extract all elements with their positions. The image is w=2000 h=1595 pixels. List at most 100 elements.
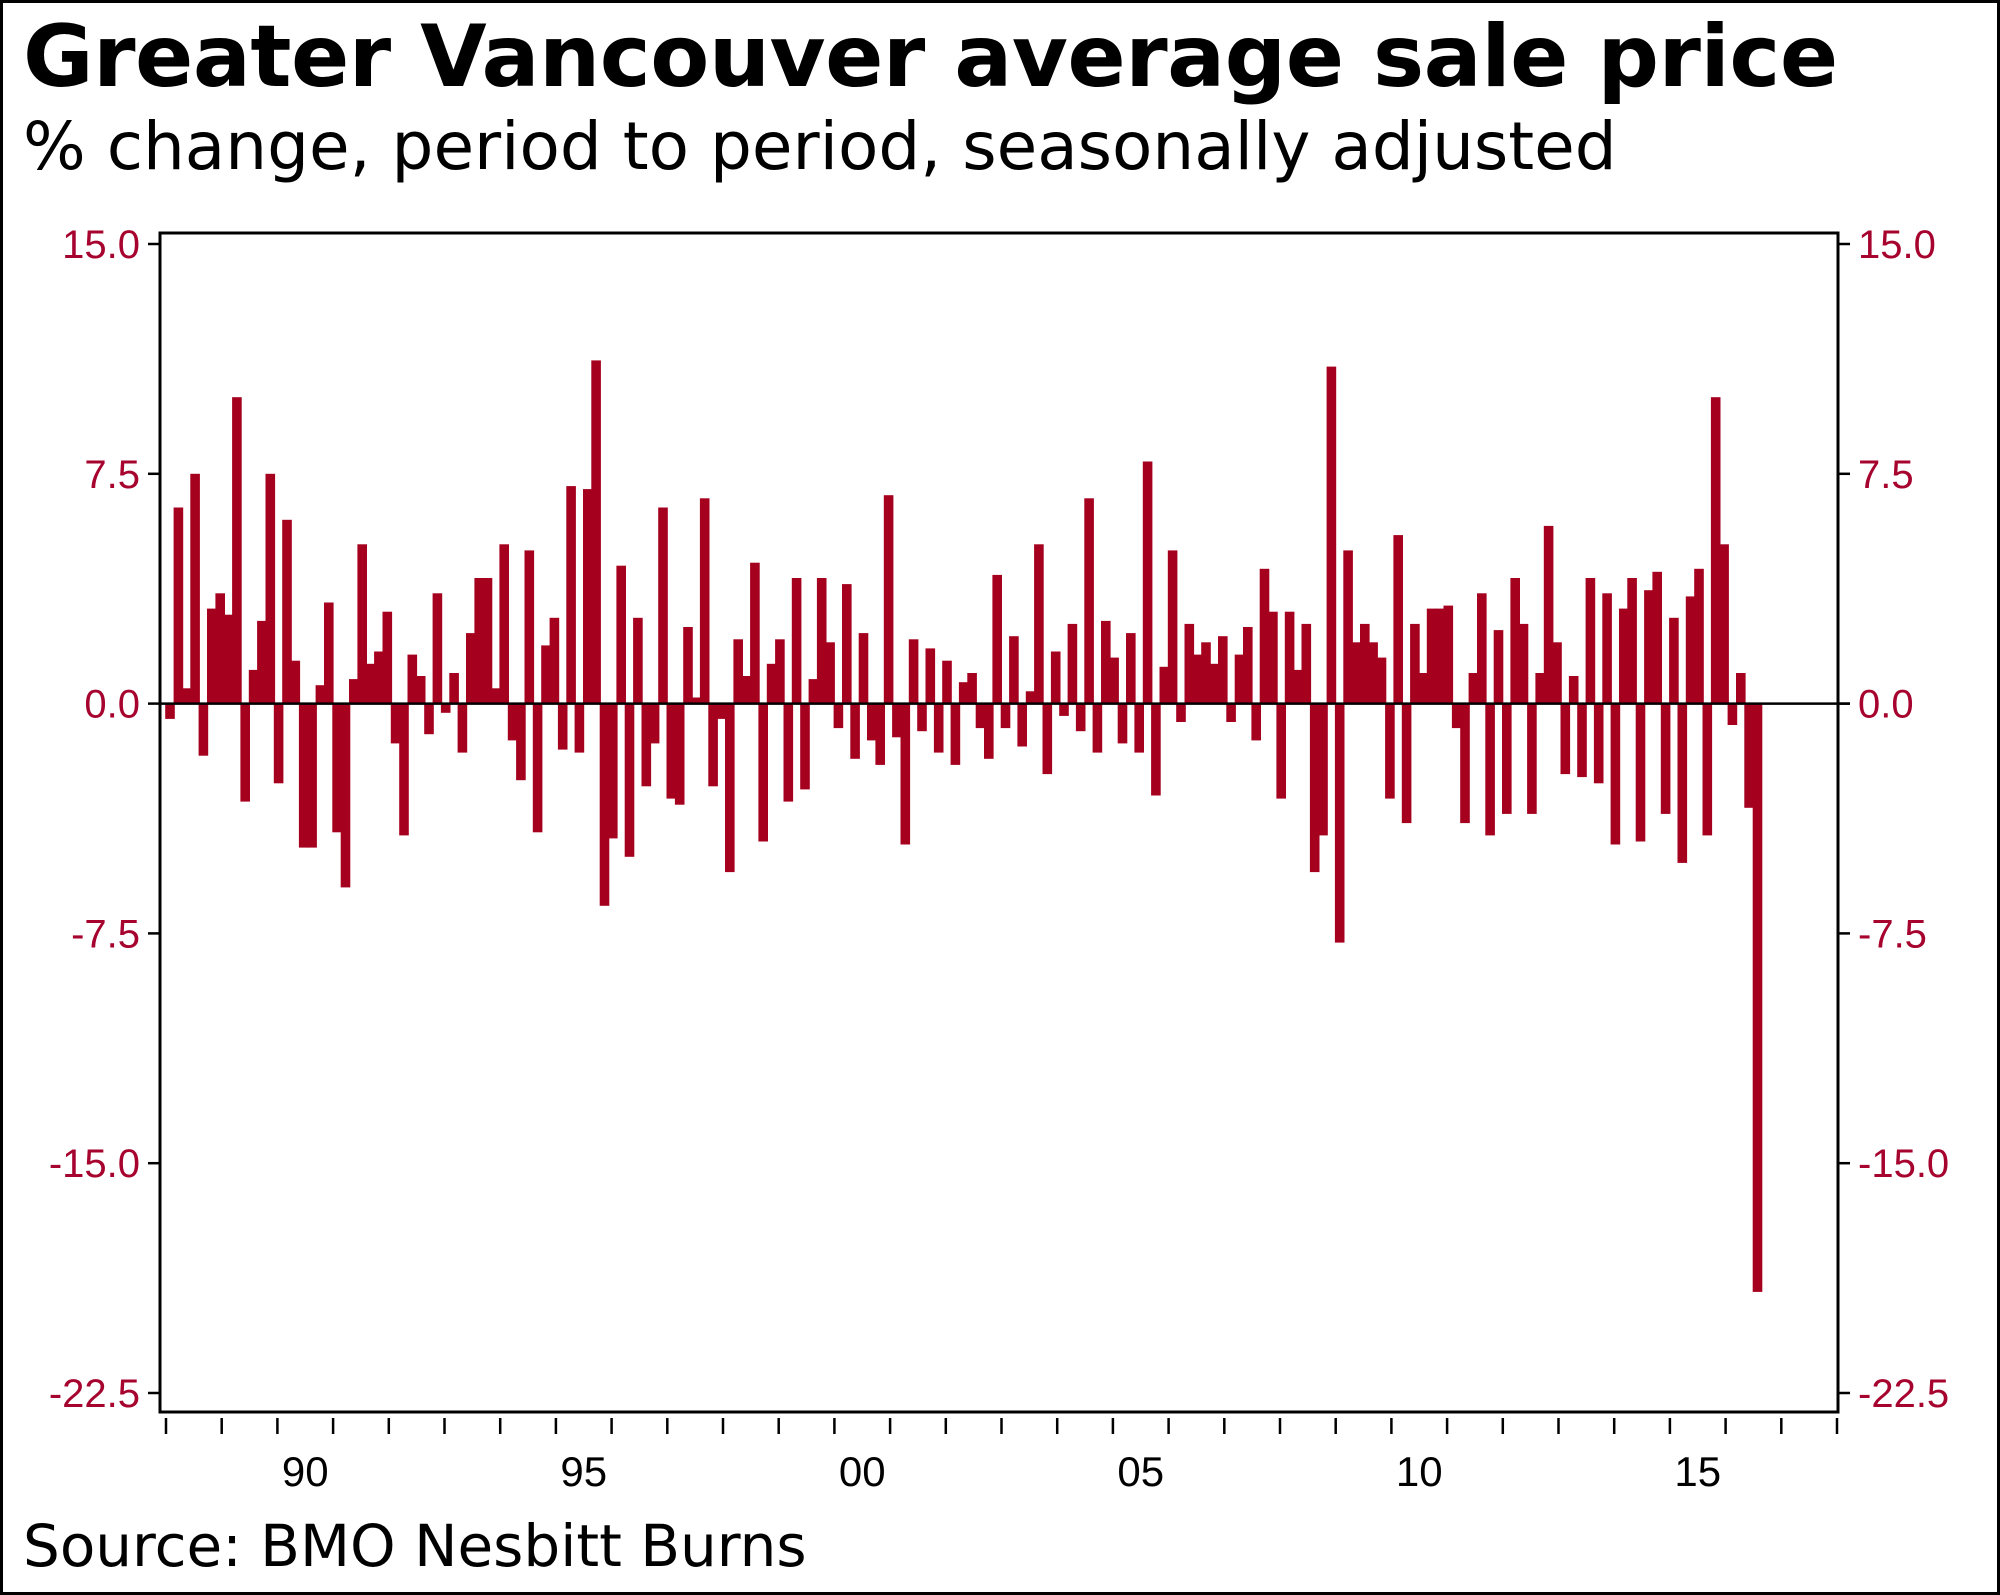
bar bbox=[181, 688, 192, 704]
bar bbox=[282, 519, 292, 704]
chart-title: Greater Vancouver average sale price bbox=[23, 7, 1838, 107]
bar bbox=[1309, 703, 1320, 873]
y-tick-label-right: -7.5 bbox=[1858, 912, 1927, 956]
bar bbox=[1443, 605, 1454, 704]
bar bbox=[633, 617, 643, 704]
bar bbox=[232, 397, 242, 704]
bar bbox=[1034, 544, 1044, 704]
bar bbox=[349, 679, 359, 704]
bar bbox=[1435, 608, 1445, 704]
y-tick-label-left: -15.0 bbox=[49, 1142, 140, 1186]
bar bbox=[399, 703, 409, 836]
bar bbox=[190, 473, 200, 704]
bar bbox=[257, 620, 267, 704]
bar bbox=[758, 703, 768, 842]
bar bbox=[1602, 593, 1612, 704]
bar-chart: 15.0 7.5 0.0 -7.5 -15.0 -22.5 15.0 7.5 0.0 -7.5 -… bbox=[49, 223, 1949, 1495]
bar bbox=[1619, 608, 1629, 704]
bar bbox=[917, 703, 927, 732]
bar bbox=[858, 633, 869, 704]
bar bbox=[1109, 657, 1119, 704]
bar bbox=[1752, 703, 1763, 1292]
bar bbox=[1017, 703, 1027, 747]
bar bbox=[1050, 651, 1061, 704]
bar bbox=[1669, 617, 1679, 704]
bar bbox=[1410, 623, 1420, 704]
bar bbox=[240, 703, 250, 802]
bar bbox=[415, 676, 426, 704]
bar bbox=[482, 578, 493, 704]
bar bbox=[975, 703, 986, 729]
bar bbox=[624, 703, 635, 857]
bar bbox=[925, 648, 936, 704]
bar bbox=[1485, 703, 1495, 836]
bar bbox=[357, 544, 367, 704]
y-tick-label-right: -15.0 bbox=[1858, 1142, 1949, 1186]
bar bbox=[265, 473, 276, 704]
bar bbox=[1585, 578, 1596, 704]
bar bbox=[516, 703, 526, 781]
bar bbox=[1736, 673, 1746, 704]
bar bbox=[1644, 590, 1654, 704]
bar bbox=[608, 703, 618, 839]
y-tick-label-left: -7.5 bbox=[71, 912, 140, 956]
bar bbox=[1284, 611, 1295, 704]
bar bbox=[691, 697, 702, 704]
bar bbox=[1376, 657, 1387, 704]
bar bbox=[674, 703, 685, 805]
bar bbox=[1518, 623, 1529, 704]
y-tick-label-left: 7.5 bbox=[84, 453, 140, 497]
bar bbox=[1318, 703, 1328, 836]
bar bbox=[883, 495, 894, 704]
bar bbox=[1351, 642, 1362, 704]
bar bbox=[908, 639, 919, 704]
bar bbox=[1527, 703, 1537, 814]
bar bbox=[407, 654, 418, 704]
bar bbox=[1301, 623, 1312, 704]
bar bbox=[1577, 703, 1587, 778]
bar bbox=[683, 627, 693, 704]
bar bbox=[215, 593, 225, 704]
bar bbox=[290, 660, 301, 704]
bar bbox=[424, 703, 434, 735]
bar bbox=[616, 565, 626, 704]
bar bbox=[340, 703, 351, 888]
bars-group bbox=[165, 360, 1763, 1292]
bar bbox=[173, 507, 184, 704]
bar bbox=[1042, 703, 1053, 775]
bar bbox=[574, 703, 585, 753]
bar bbox=[699, 498, 710, 704]
bar bbox=[733, 639, 743, 704]
bar bbox=[791, 578, 802, 704]
bar bbox=[1218, 636, 1228, 704]
bar bbox=[1426, 608, 1437, 704]
source-note: Source: BMO Nesbitt Burns bbox=[23, 1512, 807, 1580]
x-tick-label: 05 bbox=[1117, 1448, 1164, 1495]
bar bbox=[725, 703, 735, 873]
bar bbox=[583, 489, 593, 704]
x-axis: 90 95 00 05 10 15 bbox=[164, 1418, 1839, 1495]
bar bbox=[557, 703, 568, 750]
bar bbox=[223, 614, 234, 704]
bar bbox=[1326, 366, 1337, 704]
bar bbox=[541, 645, 551, 704]
bar bbox=[466, 633, 476, 704]
bar bbox=[1460, 703, 1470, 824]
bar bbox=[566, 486, 576, 704]
bar bbox=[1243, 627, 1253, 704]
bar bbox=[332, 703, 342, 833]
bar bbox=[958, 682, 969, 704]
bar bbox=[875, 703, 885, 765]
bar bbox=[1126, 633, 1136, 704]
bar bbox=[1151, 703, 1161, 796]
bar bbox=[1234, 654, 1245, 704]
bar bbox=[1192, 654, 1203, 704]
bar bbox=[1276, 703, 1286, 799]
y-tick-label-right: 0.0 bbox=[1858, 683, 1914, 727]
bar bbox=[1451, 703, 1462, 729]
bar bbox=[1685, 596, 1696, 704]
bar bbox=[315, 685, 326, 704]
bar bbox=[716, 703, 727, 719]
x-tick-label: 90 bbox=[282, 1448, 329, 1495]
